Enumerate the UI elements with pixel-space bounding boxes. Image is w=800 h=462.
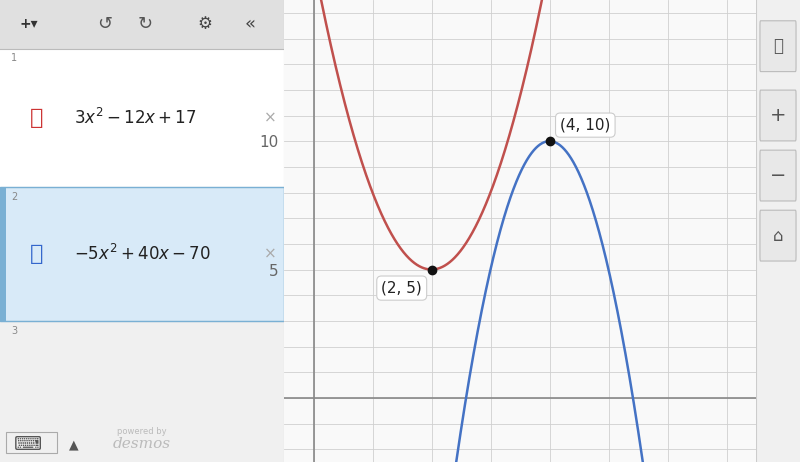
Bar xyxy=(0,187,6,321)
Text: −: − xyxy=(770,166,786,185)
Text: Ⓝ: Ⓝ xyxy=(30,244,44,264)
Bar xyxy=(0,187,284,321)
Text: Ⓝ: Ⓝ xyxy=(30,108,44,128)
Text: $-5x^2+40x-70$: $-5x^2+40x-70$ xyxy=(74,244,210,264)
Text: +: + xyxy=(770,106,786,125)
FancyBboxPatch shape xyxy=(760,90,796,141)
Text: 2: 2 xyxy=(11,192,18,202)
Text: powered by: powered by xyxy=(117,427,167,437)
Text: 🔧: 🔧 xyxy=(773,37,783,55)
Text: ×: × xyxy=(263,247,276,261)
Text: ⚙: ⚙ xyxy=(197,15,212,33)
Text: ⌂: ⌂ xyxy=(773,227,783,244)
Bar xyxy=(0,0,284,49)
Text: ▲: ▲ xyxy=(69,438,78,451)
Text: ↺: ↺ xyxy=(98,15,113,33)
Text: (4, 10): (4, 10) xyxy=(560,118,610,133)
Text: 3: 3 xyxy=(11,326,18,336)
Text: «: « xyxy=(245,15,255,33)
Bar xyxy=(0,49,284,187)
Text: desmos: desmos xyxy=(113,438,171,451)
Text: (2, 5): (2, 5) xyxy=(382,280,422,296)
FancyBboxPatch shape xyxy=(760,21,796,72)
Text: 1: 1 xyxy=(11,53,18,63)
Text: ⌨: ⌨ xyxy=(14,435,42,454)
Text: $3x^2-12x+17$: $3x^2-12x+17$ xyxy=(74,108,197,128)
Bar xyxy=(0,187,284,321)
Text: +▾: +▾ xyxy=(19,17,38,31)
Text: ×: × xyxy=(263,110,276,125)
FancyBboxPatch shape xyxy=(760,150,796,201)
FancyBboxPatch shape xyxy=(760,210,796,261)
Bar xyxy=(6,432,57,453)
Text: ↻: ↻ xyxy=(138,15,153,33)
